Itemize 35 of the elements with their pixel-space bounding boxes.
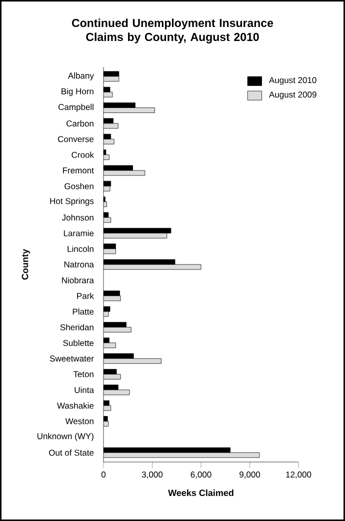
y-tick-label: Natrona <box>64 262 94 268</box>
y-tick-label: Washakie <box>56 402 94 409</box>
y-tick-label: Crook <box>72 152 94 158</box>
y-tick-label: Lincoln <box>68 246 94 252</box>
y-tick-label: Johnson <box>62 214 94 221</box>
y-tick-label: Campbell <box>58 104 94 112</box>
y-tick-label: Out of State <box>49 449 94 456</box>
legend-label: August 2009 <box>268 92 316 100</box>
y-tick-label: Niobrara <box>62 277 94 284</box>
y-tick-label: Goshen <box>64 182 94 190</box>
y-tick-label: Park <box>77 292 94 299</box>
y-tick-label: Uinta <box>74 386 94 394</box>
y-tick-label: Unknown (WY) <box>37 432 94 441</box>
y-tick-label: Platte <box>72 308 94 315</box>
y-tick-label: Teton <box>73 371 94 378</box>
y-tick-label: Fremont <box>63 167 94 174</box>
x-tick-label: 6,000 <box>190 472 212 479</box>
y-tick-label: Sheridan <box>60 324 94 330</box>
y-tick-label: Carbon <box>66 120 94 127</box>
x-tick-label: 3,000 <box>142 472 163 479</box>
y-tick-label: Albany <box>68 72 94 80</box>
y-tick-label: Hot Springs <box>50 198 94 206</box>
y-tick-label: Sweetwater <box>50 356 94 362</box>
y-axis-title: County <box>22 249 30 280</box>
x-tick-label: 0 <box>101 472 106 478</box>
x-axis-title: Weeks Claimed <box>168 489 234 496</box>
y-tick-label: Weston <box>65 418 94 424</box>
x-tick-label: 12,000 <box>286 472 312 479</box>
chart-title: Continued Unemployment Insurance Claims by County, August 2010 <box>72 18 274 44</box>
y-tick-label: Converse <box>58 136 94 142</box>
y-tick-label: Sublette <box>63 340 94 346</box>
legend-label: August 2010 <box>268 77 316 85</box>
y-tick-label: Laramie <box>64 230 94 236</box>
x-tick-label: 9,000 <box>240 472 260 479</box>
y-tick-label: Big Horn <box>62 88 94 96</box>
